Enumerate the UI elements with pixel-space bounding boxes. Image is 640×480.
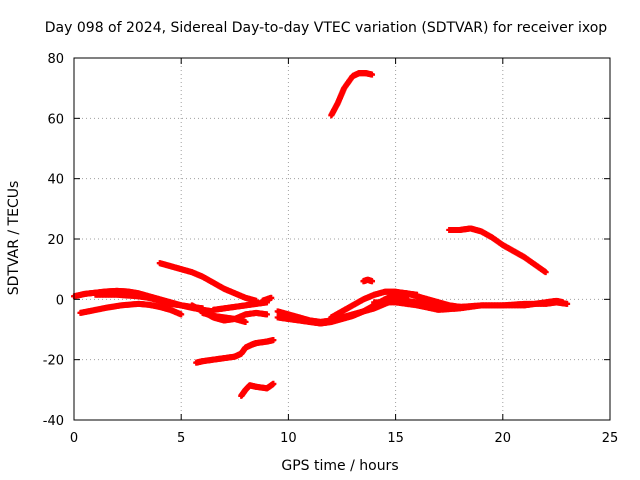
series-track-09 (238, 380, 277, 399)
data-point (369, 71, 376, 78)
series-track-08 (193, 337, 277, 366)
y-tick-label: 20 (47, 233, 64, 248)
grid-lines (74, 58, 610, 420)
chart-title: Day 098 of 2024, Sidereal Day-to-day VTE… (45, 20, 608, 36)
data-point (270, 337, 277, 344)
y-tick-label: -20 (43, 354, 64, 369)
y-tick-label: -40 (43, 414, 64, 429)
y-axis-label: SDTVAR / TECUs (6, 181, 22, 296)
x-tick-label: 20 (495, 431, 512, 446)
x-axis-label: GPS time / hours (281, 458, 398, 474)
data-points (71, 70, 571, 399)
series-track-17 (392, 296, 566, 310)
series-track-07 (210, 299, 270, 313)
series-track-02 (77, 300, 185, 318)
series-track-18 (446, 225, 549, 276)
data-point (263, 311, 270, 318)
x-tick-label: 0 (70, 431, 78, 446)
series-track-14 (328, 70, 376, 119)
data-point (242, 318, 249, 325)
data-point (564, 300, 571, 307)
x-tick-label: 5 (177, 431, 185, 446)
data-point (542, 269, 549, 276)
x-tick-label: 15 (387, 431, 404, 446)
data-point (369, 278, 376, 285)
data-point (559, 299, 566, 306)
data-point (268, 294, 275, 301)
series-track-03 (92, 291, 206, 312)
series-track-15 (360, 276, 376, 285)
y-tick-label: 60 (47, 112, 64, 127)
x-tick-label: 25 (602, 431, 619, 446)
x-tick-label: 10 (280, 431, 297, 446)
data-point (178, 311, 185, 318)
y-tick-label: 80 (47, 52, 64, 67)
y-tick-label: 0 (56, 293, 64, 308)
data-point (270, 380, 277, 387)
axis-ticks: 0 5 10 15 20 25 -40 -20 0 20 40 60 80 (43, 52, 619, 446)
series-track-10 (259, 294, 275, 304)
y-tick-label: 40 (47, 173, 64, 188)
series-track-04 (156, 260, 260, 304)
series-track-06 (199, 309, 249, 325)
